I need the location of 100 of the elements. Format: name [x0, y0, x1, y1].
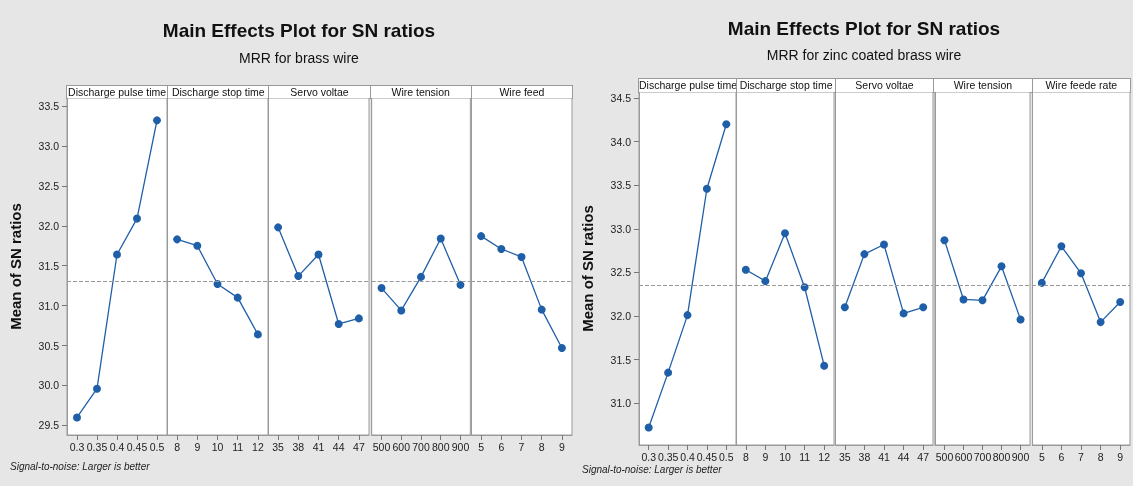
y-tick-label: 31.5 — [610, 353, 632, 366]
x-tick-label: 7 — [1077, 450, 1084, 463]
point — [761, 277, 770, 286]
point — [436, 234, 445, 243]
x-tick-label: 0.4 — [680, 450, 695, 463]
point — [497, 244, 506, 253]
x-tick-label: 9 — [194, 440, 201, 453]
point — [557, 343, 566, 352]
x-tick-label: 35 — [272, 440, 285, 453]
x-tick-label: 9 — [558, 440, 565, 453]
x-tick-label: 0.35 — [86, 440, 108, 453]
point — [173, 235, 182, 244]
x-tick-label: 38 — [292, 440, 305, 453]
x-tick-label: 0.3 — [641, 450, 657, 463]
point — [193, 241, 202, 250]
y-tick-label: 33.5 — [38, 99, 60, 112]
x-tick-label: 0.4 — [109, 440, 125, 453]
y-tick-label: 33.0 — [38, 139, 60, 152]
text: Signal-to-noise: Larger is better — [582, 464, 722, 475]
point — [537, 305, 546, 314]
x-tick-label: 0.45 — [126, 440, 148, 453]
x-axis-title: Wire feed — [470, 85, 573, 99]
point — [355, 314, 364, 323]
x-tick-label: 0.5 — [149, 440, 165, 453]
x-tick-label: 0.5 — [719, 450, 734, 463]
x-tick-label: 8 — [174, 440, 181, 453]
point — [294, 272, 303, 281]
point — [113, 250, 121, 259]
x-tick-label: 8 — [743, 450, 750, 463]
x-tick-label: 6 — [498, 440, 505, 453]
x-axis-title: Wire tension — [369, 85, 472, 99]
y-axis-title: Mean of SN ratios — [579, 205, 596, 332]
x-tick-label: 12 — [252, 440, 265, 453]
x-tick-label: 900 — [451, 440, 469, 453]
x-tick-label: 0.35 — [657, 450, 679, 463]
point — [644, 423, 653, 432]
text: MRR for brass wire — [238, 50, 360, 68]
point — [254, 330, 263, 339]
y-tick-label: 29.5 — [38, 419, 60, 432]
x-tick-label: 0.45 — [696, 450, 718, 463]
x-tick-label: 9 — [1116, 450, 1123, 463]
point — [1016, 315, 1025, 324]
x-tick-label: 8 — [1097, 450, 1104, 463]
y-tick-label: 31.0 — [610, 397, 632, 410]
point — [1057, 242, 1065, 251]
point — [997, 262, 1006, 271]
x-tick-label: 38 — [858, 450, 871, 463]
point — [1076, 269, 1085, 278]
x-tick-label: 11 — [232, 440, 244, 453]
x-tick-label: 800 — [431, 440, 450, 453]
x-tick-label: 700 — [973, 450, 992, 463]
x-tick-label: 41 — [877, 450, 890, 463]
point — [959, 295, 968, 304]
x-tick-label: 47 — [353, 440, 366, 453]
point — [1037, 278, 1046, 287]
y-tick-label: 30.0 — [38, 379, 60, 392]
text: Signal-to-noise: Larger is better — [10, 461, 150, 472]
point — [153, 116, 161, 125]
point — [899, 309, 908, 318]
text: MRR for zinc coated brass wire — [765, 47, 963, 65]
point — [1115, 298, 1124, 307]
point — [879, 240, 888, 249]
x-tick-label: 8 — [538, 440, 545, 453]
point — [801, 283, 809, 292]
point — [664, 368, 673, 377]
x-tick-label: 5 — [1038, 450, 1045, 463]
y-tick-label: 32.5 — [38, 179, 60, 192]
x-tick-label: 7 — [518, 440, 525, 453]
x-tick-label: 500 — [935, 450, 954, 463]
point — [940, 236, 949, 245]
point — [978, 296, 987, 305]
y-tick-label: 32.0 — [610, 310, 632, 322]
x-tick-label: 35 — [838, 450, 851, 463]
x-tick-label: 5 — [477, 440, 484, 453]
x-tick-label: 600 — [392, 440, 410, 453]
point — [335, 320, 344, 328]
x-axis-title: Discharge stop time — [736, 78, 836, 93]
point — [722, 120, 731, 129]
point — [456, 280, 465, 289]
x-tick-label: 0.3 — [69, 440, 85, 453]
point — [860, 250, 869, 259]
point — [919, 303, 927, 312]
y-tick-label: 33.0 — [610, 222, 632, 235]
x-tick-label: 600 — [954, 450, 973, 463]
point — [133, 214, 141, 223]
y-tick-label: 34.0 — [610, 135, 632, 148]
point — [517, 252, 526, 261]
y-tick-label: 31.0 — [38, 299, 60, 312]
point — [476, 232, 485, 241]
y-tick-label: 32.0 — [38, 219, 60, 232]
x-tick-label: 900 — [1011, 450, 1030, 463]
x-axis-title: Servo voltae — [834, 78, 935, 93]
point — [742, 265, 751, 274]
point — [93, 384, 101, 393]
point — [73, 413, 81, 422]
point — [702, 184, 711, 193]
x-axis-title: Discharge pulse time — [638, 78, 738, 93]
point — [820, 361, 829, 370]
point — [396, 306, 405, 315]
x-tick-label: 47 — [917, 450, 929, 463]
